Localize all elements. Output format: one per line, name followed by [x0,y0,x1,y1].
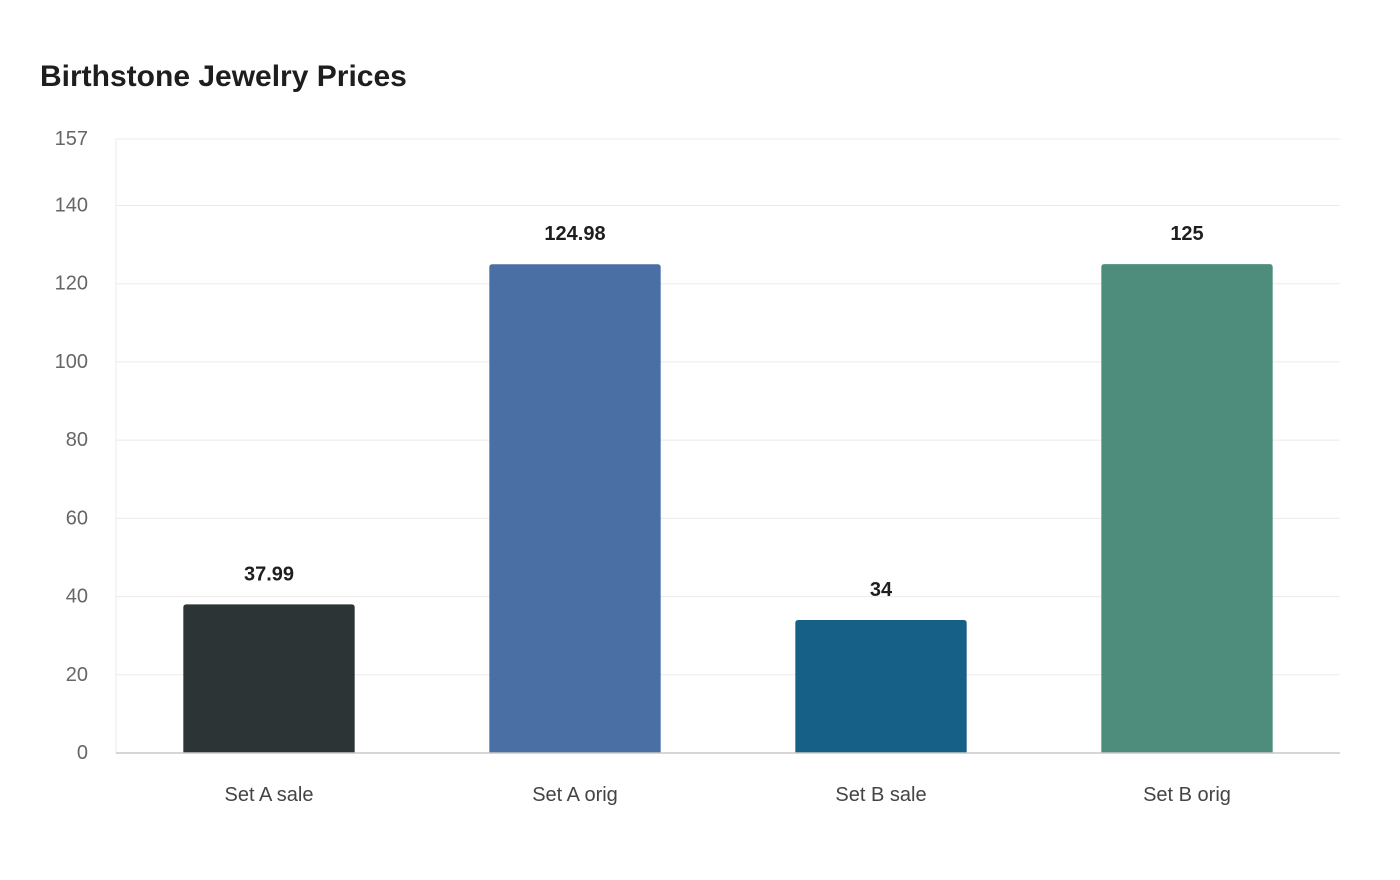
x-tick-label: Set A sale [225,784,314,806]
data-label: 34 [870,579,893,601]
data-label: 124.98 [544,223,605,245]
labels-layer: 37.99 124.98 34 125 [244,223,1204,601]
y-tick-label: 157 [55,128,88,150]
bar-3 [795,620,967,753]
y-tick-label: 140 [55,194,88,216]
y-tick-label: 20 [66,664,88,686]
y-tick-label: 120 [55,273,88,295]
y-tick-label: 40 [66,586,88,608]
bar-1 [183,604,355,753]
x-tick-label: Set A orig [532,784,618,806]
x-tick-label: Set B orig [1143,784,1231,806]
bar-4 [1101,264,1273,753]
axis-layer: 0 20 40 60 80 100 120 140 157 Set A sale Set A ori… [55,128,1340,806]
y-tick-label: 80 [66,429,88,451]
bars-layer [183,264,1273,753]
chart-title: Birthstone Jewelry Prices [40,60,407,93]
x-tick-label: Set B sale [835,784,926,806]
bar-2 [489,264,661,753]
data-label: 125 [1170,223,1203,245]
y-tick-label: 60 [66,507,88,529]
y-tick-label: 0 [77,742,88,764]
y-tick-label: 100 [55,351,88,373]
data-label: 37.99 [244,563,294,585]
